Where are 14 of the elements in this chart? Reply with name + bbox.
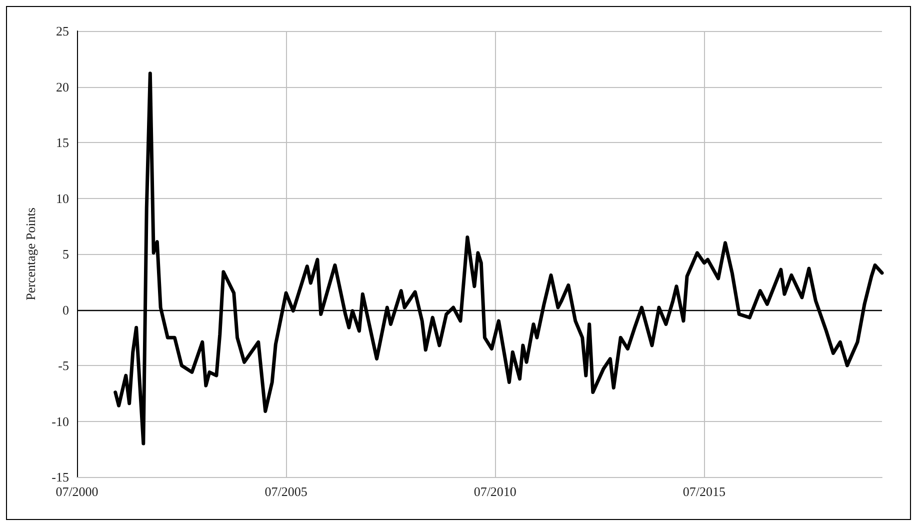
y-tick-label: 5	[62, 246, 69, 262]
y-tick-label: -5	[58, 358, 69, 373]
y-tick-label: -15	[52, 470, 69, 484]
y-tick-label: 20	[56, 79, 69, 94]
y-tick-label: -10	[52, 414, 69, 429]
y-axis-title: Percentage Points	[23, 208, 38, 300]
y-tick-label: 0	[62, 302, 69, 318]
y-tick-label: 10	[56, 190, 69, 206]
x-tick-label: 07/2015	[682, 484, 726, 499]
x-tick-label: 07/2000	[56, 484, 98, 499]
y-tick-label: 25	[56, 24, 69, 38]
x-tick-label: 07/2005	[264, 484, 308, 499]
x-tick-label: 07/2010	[474, 484, 516, 499]
y-tick-label: 15	[56, 135, 69, 150]
